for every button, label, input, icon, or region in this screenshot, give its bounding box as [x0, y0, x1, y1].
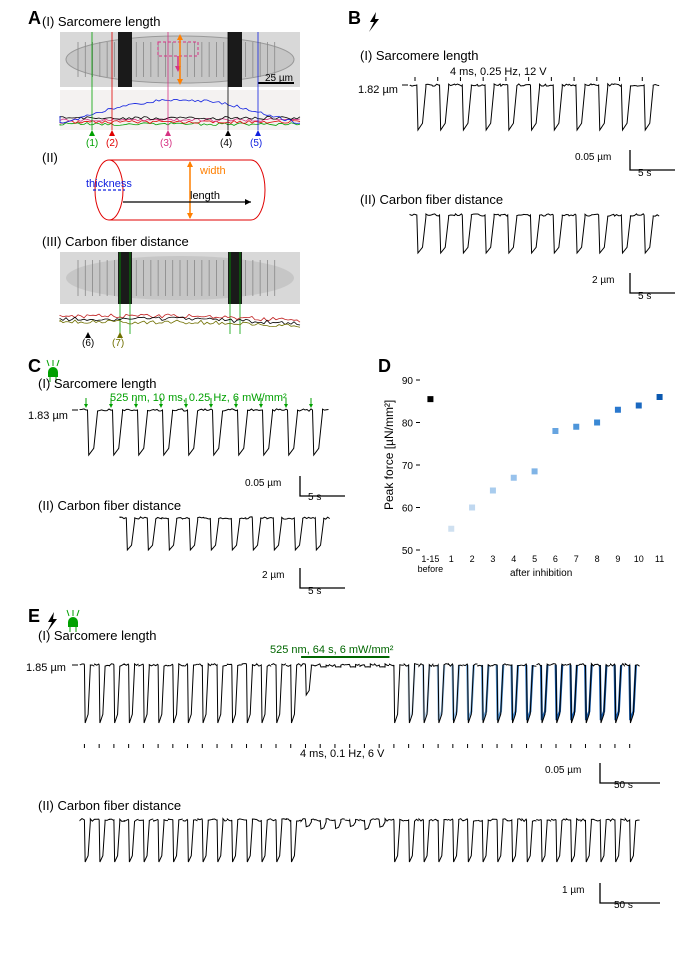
C-baseline: 1.83 µm — [28, 410, 68, 422]
C-I-title: (I) Sarcomere length — [38, 376, 157, 391]
panel-B-label: B — [348, 8, 361, 29]
A-II-title: (II) — [42, 150, 58, 165]
svg-text:9: 9 — [615, 554, 620, 564]
A-I-title: (I) Sarcomere length — [42, 14, 161, 29]
svg-text:50: 50 — [402, 546, 414, 557]
D-sublabel: after inhibition — [510, 568, 572, 579]
svg-text:1-15: 1-15 — [421, 554, 439, 564]
svg-text:11: 11 — [655, 554, 664, 564]
E-light-stim: 525 nm, 64 s, 6 mW/mm² — [270, 644, 393, 656]
length-label: length — [190, 190, 220, 202]
B-I-xscale: 5 s — [638, 168, 651, 179]
svg-text:2: 2 — [470, 554, 475, 564]
A-III-title: (III) Carbon fiber distance — [42, 234, 189, 249]
svg-text:60: 60 — [402, 504, 414, 515]
trace-3-label: (3) — [160, 138, 172, 149]
C-II-yscale: 2 µm — [262, 570, 284, 581]
C-I-yscale: 0.05 µm — [245, 478, 281, 489]
B-I-title: (I) Sarcomere length — [360, 48, 479, 63]
B-I-yscale: 0.05 µm — [575, 152, 611, 163]
panel-D-label: D — [378, 356, 391, 377]
svg-text:5: 5 — [532, 554, 537, 564]
svg-text:10: 10 — [634, 554, 644, 564]
C-stim: 525 nm, 10 ms, 0.25 Hz, 6 mW/mm² — [110, 392, 287, 404]
svg-text:90: 90 — [402, 376, 414, 387]
B-stim: 4 ms, 0.25 Hz, 12 V — [450, 66, 547, 78]
C-II-title: (II) Carbon fiber distance — [38, 498, 181, 513]
svg-text:8: 8 — [595, 554, 600, 564]
E-baseline: 1.85 µm — [26, 662, 66, 674]
marker-6-label: (6) — [82, 338, 94, 349]
panel-E-label: E — [28, 606, 40, 627]
E-II-xscale: 50 s — [614, 900, 633, 911]
trace-1-label: (1) — [86, 138, 98, 149]
svg-text:80: 80 — [402, 419, 414, 430]
panel-A-label: A — [28, 8, 41, 29]
E-I-xscale: 50 s — [614, 780, 633, 791]
B-II-title: (II) Carbon fiber distance — [360, 192, 503, 207]
B-baseline: 1.82 µm — [358, 84, 398, 96]
trace-4-label: (4) — [220, 138, 232, 149]
svg-text:3: 3 — [490, 554, 495, 564]
E-elec-stim: 4 ms, 0.1 Hz, 6 V — [300, 748, 384, 760]
figure-svg: 50 60 70 80 90 1-15before 1 2 3 4 5 6 7 8 9 10 11 — [0, 0, 700, 980]
D-ylabel: Peak force [µN/mm²] — [382, 400, 396, 510]
B-II-xscale: 5 s — [638, 291, 651, 302]
A-scalebar-label: 25 µm — [265, 73, 293, 84]
E-II-yscale: 1 µm — [562, 885, 584, 896]
C-I-xscale: 5 s — [308, 492, 321, 503]
trace-5-label: (5) — [250, 138, 262, 149]
marker-7-label: (7) — [112, 338, 124, 349]
svg-text:6: 6 — [553, 554, 558, 564]
thickness-label: thickness — [86, 178, 132, 190]
E-I-yscale: 0.05 µm — [545, 765, 581, 776]
svg-text:4: 4 — [511, 554, 516, 564]
svg-text:before: before — [418, 564, 444, 574]
panel-C-label: C — [28, 356, 41, 377]
svg-text:70: 70 — [402, 461, 414, 472]
E-II-title: (II) Carbon fiber distance — [38, 798, 181, 813]
E-I-title: (I) Sarcomere length — [38, 628, 157, 643]
svg-text:1: 1 — [449, 554, 454, 564]
C-II-xscale: 5 s — [308, 586, 321, 597]
width-label: width — [200, 165, 226, 177]
B-II-yscale: 2 µm — [592, 275, 614, 286]
trace-2-label: (2) — [106, 138, 118, 149]
svg-text:7: 7 — [574, 554, 579, 564]
